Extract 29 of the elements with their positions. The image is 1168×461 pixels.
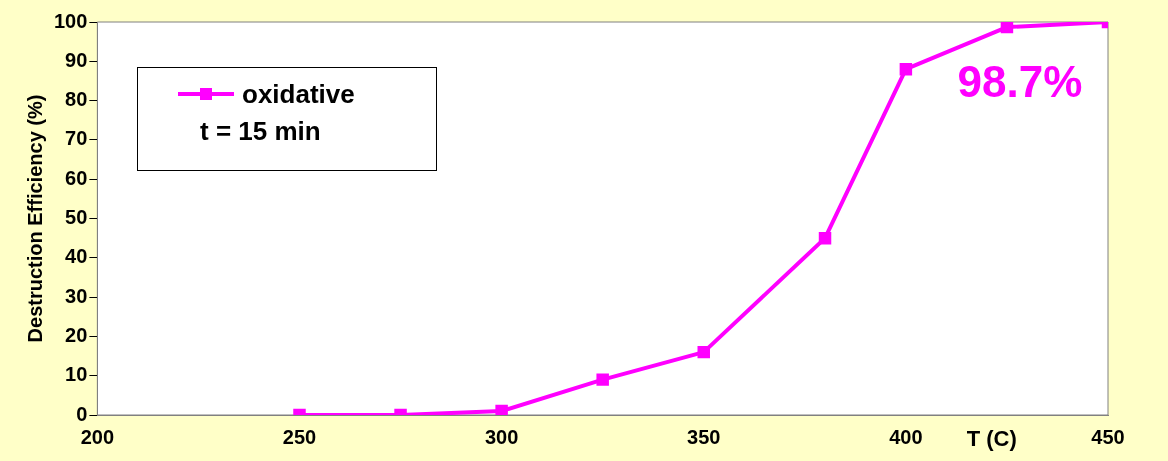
legend-label: oxidative: [242, 78, 355, 110]
x-axis-title: T (C): [966, 426, 1017, 452]
point: [697, 345, 710, 359]
y-tick-label: 40: [65, 245, 88, 268]
point: [495, 404, 508, 415]
x-tick-label: 350: [687, 425, 721, 448]
point: [1000, 22, 1014, 34]
y-tick-label: 60: [65, 166, 88, 189]
y-tick-label: 0: [76, 402, 88, 425]
y-tick-label: 20: [65, 323, 88, 346]
point: [818, 231, 832, 245]
annotation: t = 15 min: [200, 116, 322, 147]
y-tick-label: 90: [65, 48, 88, 71]
point: [899, 62, 913, 76]
annotation: 98.7%: [957, 57, 1083, 107]
x-tick-label: 450: [1091, 425, 1125, 448]
y-tick-label: 50: [65, 206, 88, 229]
legend-box: oxidative t = 15 min: [137, 67, 437, 171]
y-tick-label: 30: [65, 284, 88, 307]
point: [596, 373, 609, 386]
x-tick-label: 250: [282, 425, 317, 448]
y-tick-label: 100: [53, 9, 88, 32]
y-tick-label: 80: [65, 88, 88, 111]
y-tick-label: 10: [65, 363, 88, 386]
y-tick-label: 70: [65, 127, 88, 150]
x-tick-label: 300: [484, 425, 519, 448]
x-tick-label: 200: [80, 425, 115, 448]
y-axis-title: Destruction Efficiency (%): [23, 94, 46, 343]
x-tick-label: 400: [889, 425, 923, 448]
